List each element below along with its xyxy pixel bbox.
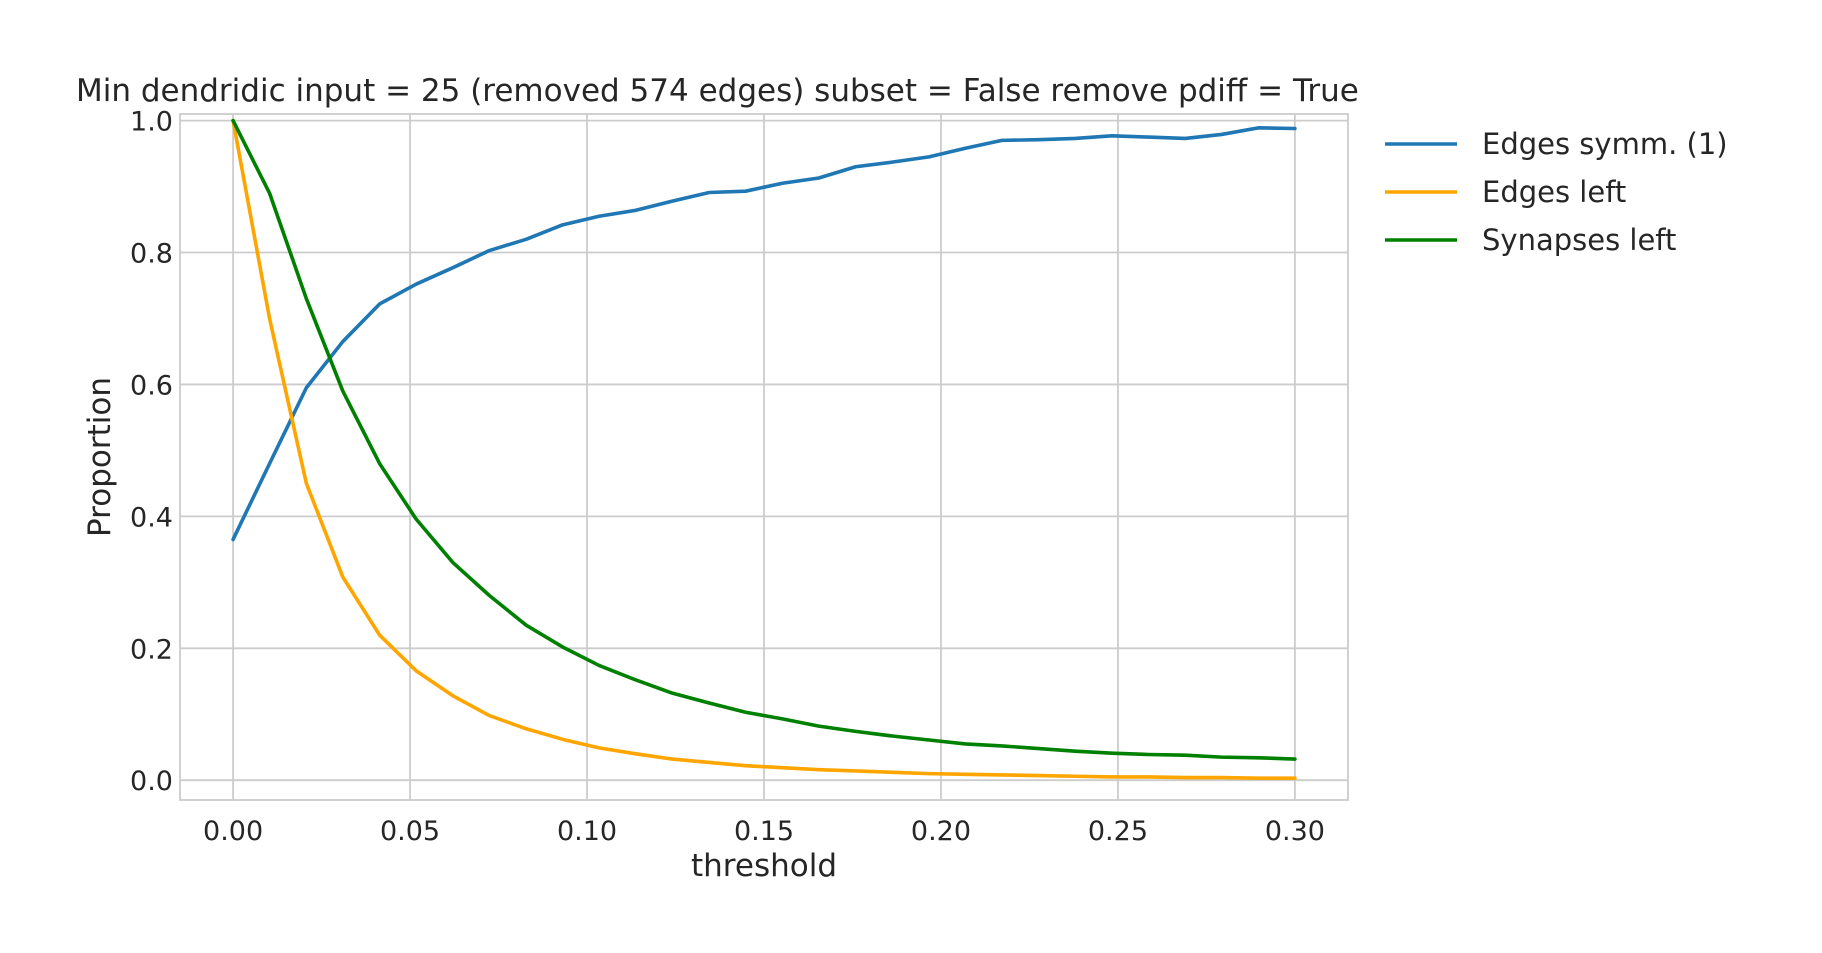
x-tick-label: 0.05 — [380, 816, 440, 847]
x-tick-label: 0.25 — [1088, 816, 1148, 847]
x-tick-labels: 0.00 0.05 0.10 0.15 0.20 0.25 0.30 — [203, 816, 1325, 847]
chart-title: Min dendridic input = 25 (removed 574 ed… — [76, 73, 1359, 109]
legend-label-2: Edges left — [1482, 175, 1626, 209]
series-line-2 — [231, 118, 1297, 781]
x-axis-label: threshold — [691, 848, 837, 884]
y-tick-label: 0.8 — [130, 239, 173, 270]
legend: Edges symm. (1) Edges left Synapses left — [1385, 127, 1728, 257]
y-tick-label: 0.0 — [130, 766, 173, 797]
x-tick-label: 0.20 — [911, 816, 971, 847]
series-lines — [231, 118, 1297, 781]
x-tick-label: 0.00 — [203, 816, 263, 847]
series-line-3 — [231, 118, 1297, 761]
y-tick-label: 0.2 — [130, 634, 173, 665]
y-tick-label: 1.0 — [130, 107, 173, 138]
plot-frame — [179, 113, 1349, 801]
grid-lines — [180, 114, 1348, 800]
y-tick-labels: 0.0 0.2 0.4 0.6 0.8 1.0 — [130, 107, 173, 798]
x-tick-label: 0.10 — [557, 816, 617, 847]
legend-label-3: Synapses left — [1482, 223, 1676, 257]
x-tick-label: 0.30 — [1265, 816, 1325, 847]
y-axis-label: Proportion — [82, 377, 118, 537]
y-tick-label: 0.6 — [130, 370, 173, 401]
y-tick-label: 0.4 — [130, 502, 173, 533]
series-line-1 — [231, 126, 1297, 542]
x-tick-label: 0.15 — [734, 816, 794, 847]
legend-label-1: Edges symm. (1) — [1482, 127, 1728, 161]
